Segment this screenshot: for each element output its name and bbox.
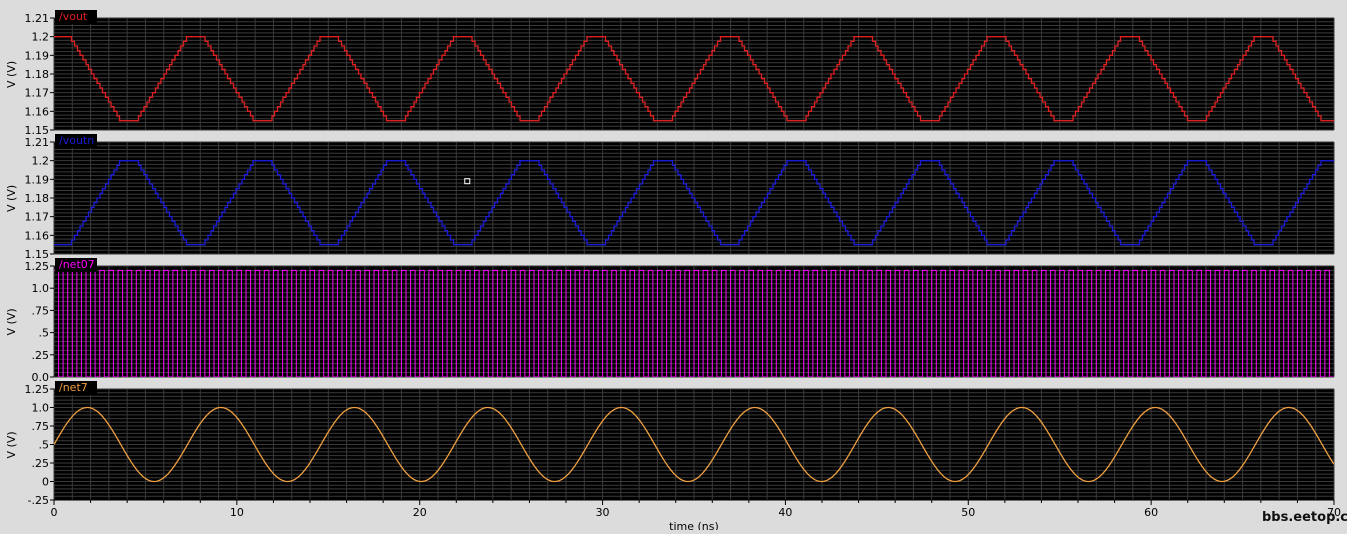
trace-net7 [54, 406, 1334, 483]
y-tick-label: .25 [32, 349, 50, 362]
signal-name: /net7 [59, 381, 88, 394]
signal-tag [55, 258, 97, 272]
x-axis-label: time (ns) [669, 520, 719, 530]
x-tick-label: 70 [1327, 506, 1341, 519]
y-tick-label: 1.25 [25, 383, 50, 396]
y-tick-label: 1.21 [25, 12, 50, 25]
watermark: bbs.eetop.cn [1262, 510, 1347, 525]
y-tick-label: 1.16 [25, 229, 50, 242]
x-tick-label: 20 [413, 506, 427, 519]
y-tick-label: 1.2 [32, 155, 50, 168]
y-tick-label: 1.21 [25, 136, 50, 149]
marker-point [464, 178, 471, 185]
signal-tag [55, 381, 97, 395]
y-tick-label: 1.17 [25, 211, 50, 224]
y-tick-label: 1.19 [25, 49, 50, 62]
panel-vout: 1.15 1.16 1.17 1.18 1.19 1.2 1.21 V (V) /vout [5, 10, 1335, 137]
panel-voutn: 1.15 1.16 1.17 1.18 1.19 1.2 1.21 V (V) /voutn [5, 134, 1335, 261]
y-axis-label: V (V) [5, 61, 18, 88]
panel-net07: 0.0 .25 .5 .75 1.0 1.25 V (V) /net07 [5, 258, 1335, 384]
y-tick-label: 1.16 [25, 105, 50, 118]
y-tick-label: .5 [39, 439, 50, 452]
x-tick-label: 50 [961, 506, 975, 519]
y-axis-label: V (V) [5, 185, 18, 212]
y-tick-label: 1.18 [25, 68, 50, 81]
y-tick-label: 1.18 [25, 192, 50, 205]
y-tick-label: 1.17 [25, 87, 50, 100]
y-axis-label: V (V) [5, 308, 18, 335]
x-tick-label: 0 [51, 506, 58, 519]
signal-name: /voutn [59, 134, 94, 147]
x-tick-label: 10 [230, 506, 244, 519]
y-tick-label: 0 [42, 476, 49, 489]
y-tick-label: 1.0 [32, 402, 50, 415]
y-tick-label: 0.0 [32, 371, 50, 384]
y-tick-label: 1.0 [32, 282, 50, 295]
y-tick-label: 1.15 [25, 248, 50, 261]
y-tick-label: 1.2 [32, 31, 50, 44]
signal-tag [55, 134, 97, 148]
y-tick-label: -.25 [28, 494, 49, 507]
x-tick-label: 60 [1144, 506, 1158, 519]
x-tick-label: 40 [778, 506, 792, 519]
y-tick-label: .75 [32, 420, 50, 433]
trace-voutn [54, 160, 1334, 246]
y-tick-label: .5 [39, 327, 50, 340]
y-axis-label: V (V) [5, 431, 18, 458]
y-tick-label: 1.25 [25, 260, 50, 273]
y-tick-label: 1.15 [25, 124, 50, 137]
trace-net07 [54, 269, 1334, 377]
y-tick-label: 1.19 [25, 173, 50, 186]
signal-name: /net07 [59, 258, 95, 271]
y-tick-label: .75 [32, 304, 50, 317]
y-tick-label: .25 [32, 457, 50, 470]
trace-vout [54, 36, 1334, 122]
x-tick-label: 30 [596, 506, 610, 519]
signal-tag [55, 10, 97, 24]
signal-name: /vout [59, 10, 88, 23]
